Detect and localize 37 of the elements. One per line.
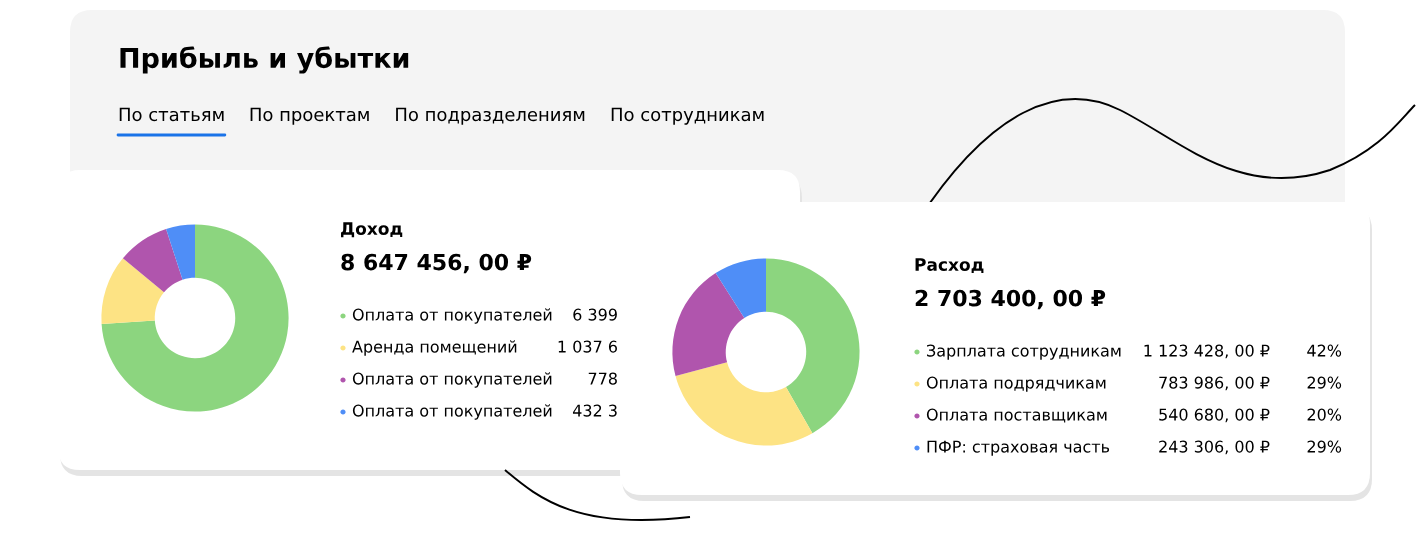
legend-label: Оплата поставщикам	[926, 408, 1107, 423]
text: 29%	[1307, 376, 1342, 389]
text: 42%	[1307, 344, 1342, 357]
data-label: 243 306, 00 ₽	[1159, 440, 1270, 455]
donut-slice	[675, 362, 813, 446]
data-label: 1 123 428, 00 ₽	[1144, 344, 1270, 359]
donut-slice	[166, 224, 195, 280]
text: 1 037 6	[558, 340, 617, 353]
legend-label: Оплата от покупателей	[352, 308, 552, 324]
text: По статьям	[119, 107, 224, 122]
donut-slice	[122, 228, 183, 293]
legend-label: Аренда помещений	[352, 340, 517, 356]
text: 778	[588, 372, 617, 385]
text: По проектам	[250, 107, 369, 125]
text: 432 3	[572, 404, 617, 417]
text: 6 399	[573, 308, 617, 321]
data-label: 540 680, 00 ₽	[1159, 408, 1270, 423]
chart-title: Доход	[341, 222, 403, 238]
legend-label: ПФР: страховая часть	[927, 440, 1110, 456]
donut-slice	[101, 258, 164, 324]
text: По подразделениям	[396, 107, 585, 125]
legend-label: Оплата от покупателей	[352, 372, 552, 388]
text: По сотрудникам	[611, 107, 764, 125]
text: Прибыль и убытки	[120, 46, 409, 74]
data-label: 783 986, 00 ₽	[1159, 376, 1270, 391]
text: 2 703 400, 00 ₽	[915, 289, 1106, 310]
legend-label: Зарплата сотрудникам	[927, 344, 1121, 360]
chart-title: Расход	[915, 258, 984, 274]
legend-label: Оплата подрядчикам	[926, 376, 1106, 392]
text: 29%	[1307, 440, 1342, 453]
donut-slice	[715, 258, 766, 319]
donut-slice	[766, 258, 860, 434]
donut-slice	[672, 273, 745, 377]
legend-label: Оплата от покупателей	[352, 404, 552, 420]
text: 20%	[1307, 408, 1342, 421]
donut-slice	[101, 224, 289, 412]
text: 8 647 456, 00 ₽	[341, 253, 532, 274]
